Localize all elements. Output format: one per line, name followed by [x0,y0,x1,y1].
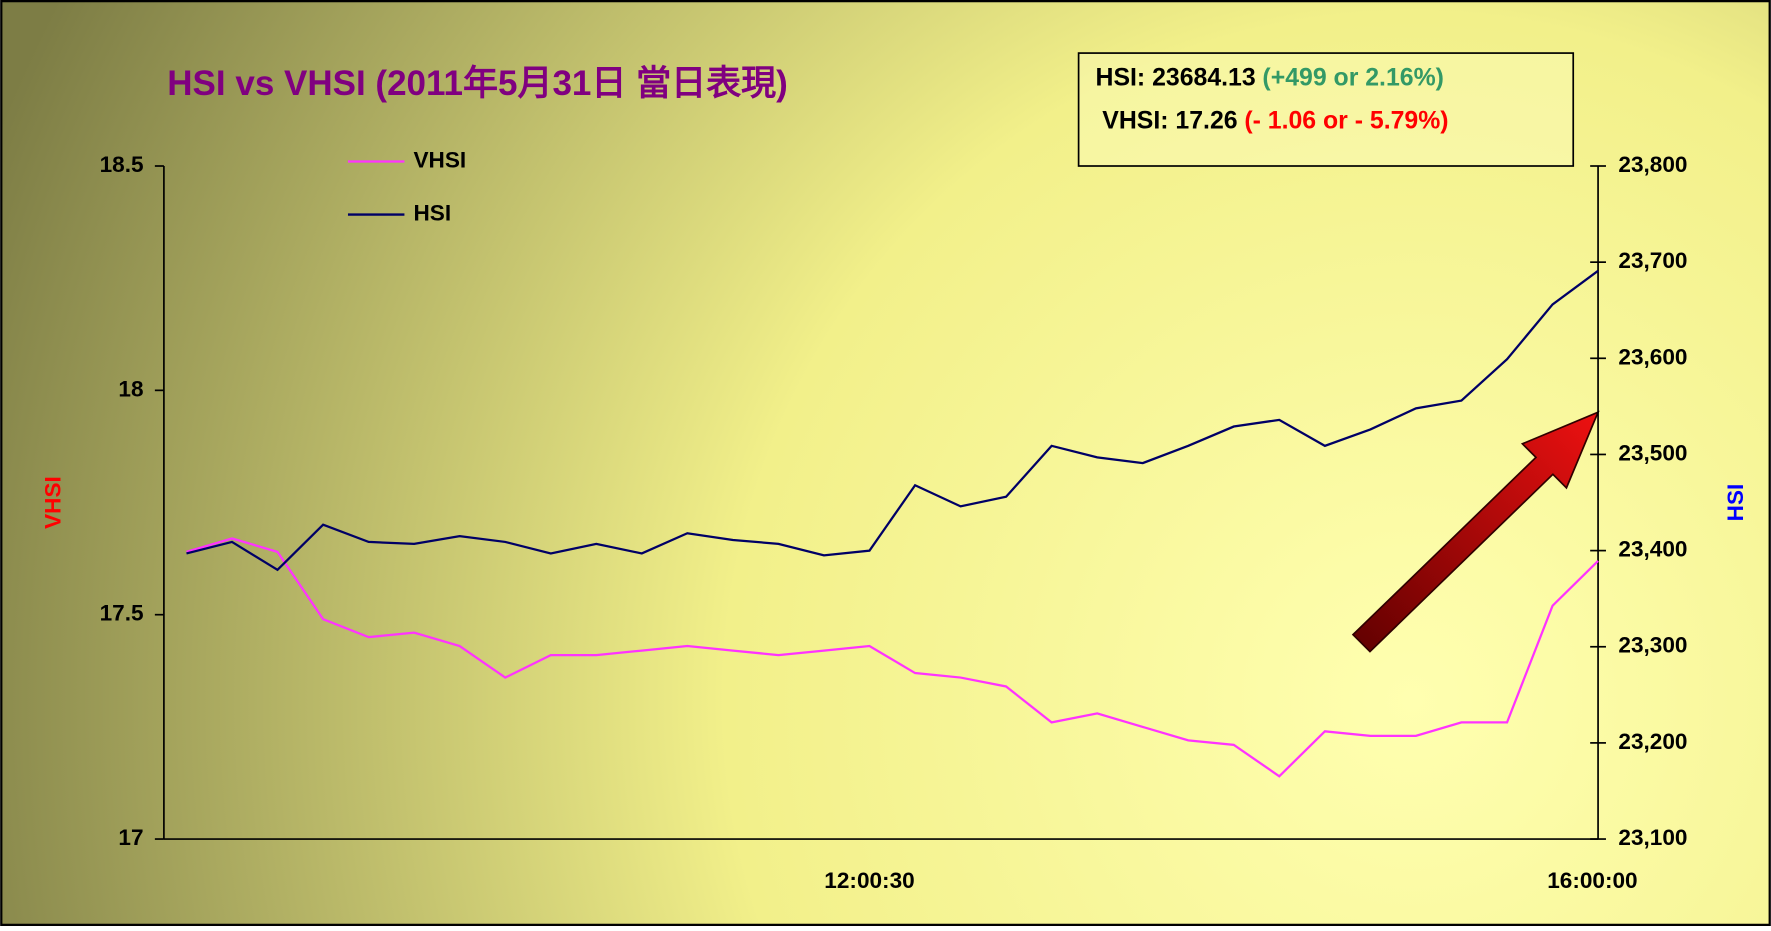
annotation: (- 1.06 or - 5.79%) [1244,108,1448,135]
series-line [186,269,1599,572]
y-tick-label: 18.5 [100,152,144,177]
x-tick-label: 12:00:30 [824,868,914,893]
legend-label: HSI [413,201,451,226]
legend-label: VHSI [413,147,466,172]
y2-tick-label: 23,800 [1618,152,1687,177]
y2-tick-label: 23,700 [1618,248,1687,273]
y2-axis-title: HSI [1723,484,1748,522]
y2-tick-label: 23,500 [1618,440,1687,465]
annotation: HSI: 23684.13 [1096,65,1256,92]
annotation: VHSI: 17.26 [1102,108,1237,135]
y2-tick-label: 23,600 [1618,344,1687,369]
y-tick-label: 18 [118,376,143,401]
series-line [186,537,1599,778]
info-box [1077,52,1575,167]
y-tick-label: 17.5 [100,601,144,626]
y2-tick-label: 23,300 [1618,633,1687,658]
y2-tick-label: 23,200 [1618,729,1687,754]
y-axis-title: VHSI [40,476,65,529]
y2-tick-label: 23,400 [1618,537,1687,562]
chart-title: HSI vs VHSI (2011年5月31日 當日表現) [167,64,788,103]
y-tick-label: 17 [118,825,143,850]
y2-tick-label: 23,100 [1618,825,1687,850]
annotation: (+499 or 2.16%) [1262,65,1443,92]
trend-arrow [1351,410,1600,653]
x-tick-label: 16:00:00 [1547,868,1637,893]
